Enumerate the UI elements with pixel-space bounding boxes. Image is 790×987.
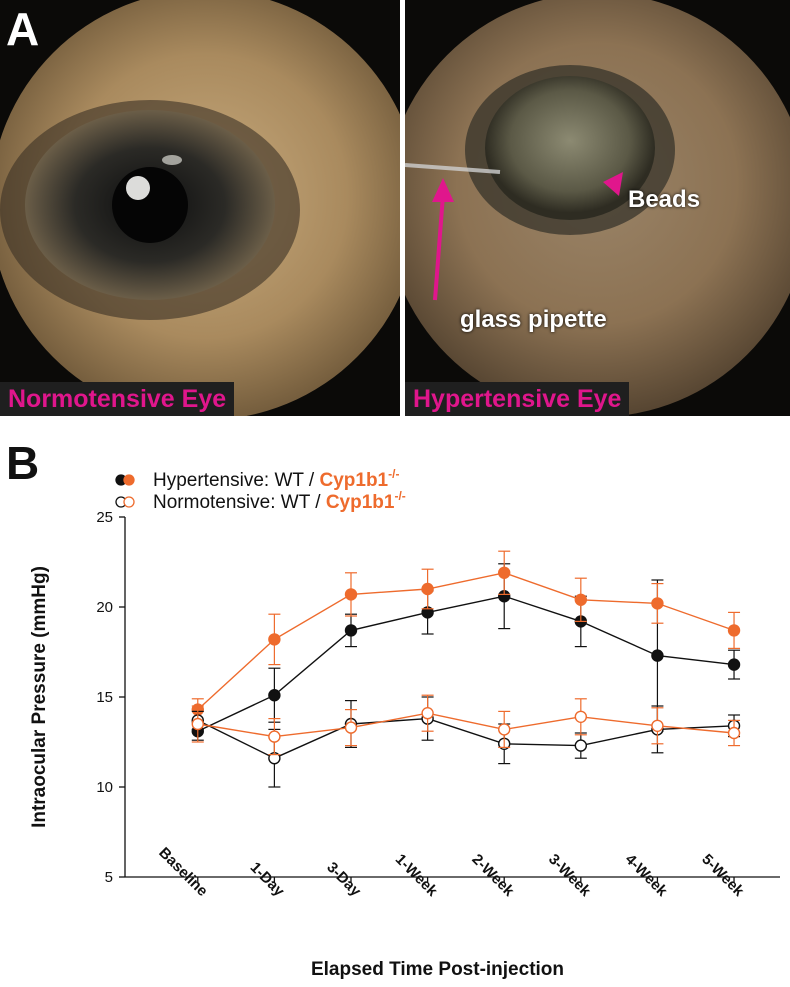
data-point [651, 597, 664, 610]
normotensive-eye-photo: A Normotensive Eye [0, 0, 400, 416]
data-point [651, 649, 664, 662]
series-line [197, 717, 735, 759]
data-point [421, 707, 434, 720]
x-axis-title: Elapsed Time Post-injection [311, 959, 564, 980]
x-tick-label: 1-Day [247, 859, 288, 900]
data-point [574, 710, 588, 723]
y-tick-label: 20 [96, 599, 113, 616]
legend: Hypertensive: WT / Cyp1b1-/-Normotensive… [115, 467, 406, 513]
data-point [191, 717, 204, 731]
data-point [727, 726, 741, 740]
data-point [727, 658, 741, 671]
data-point [344, 624, 358, 637]
data-point [344, 588, 358, 601]
series-line [197, 712, 735, 738]
data-point [651, 719, 664, 732]
x-tick-label: 3-Week [545, 851, 594, 900]
y-tick-label: 15 [96, 689, 113, 706]
data-point [498, 566, 511, 580]
hypertensive-eye-photo: Beads glass pipette Hypertensive Eye [405, 0, 790, 416]
x-tick-label: 5-Week [698, 851, 747, 900]
panel-b-letter: B [6, 437, 40, 489]
data-point [268, 730, 281, 743]
legend-marker-cyp1b1 [123, 474, 135, 486]
legend-marker-cyp1b1 [123, 496, 135, 508]
series-line [197, 572, 735, 711]
x-tick-label: 3-Day [323, 859, 364, 900]
legend-label: Hypertensive: WT / Cyp1b1-/- [153, 467, 399, 491]
series-normotensive-cyp1b1 [191, 694, 741, 756]
data-point [344, 721, 358, 734]
data-point [268, 689, 281, 702]
y-axis-title: Intraocular Pressure (mmHg) [29, 566, 50, 828]
iop-line-chart: Hypertensive: WT / Cyp1b1-/-Normotensive… [29, 467, 780, 980]
y-tick-label: 10 [96, 779, 113, 796]
y-tick-label: 25 [96, 509, 113, 526]
x-tick-label: 1-Week [392, 851, 441, 900]
data-point [727, 624, 741, 637]
x-tick-label: Baseline [155, 844, 211, 900]
data-point [421, 582, 434, 596]
series-layer [191, 550, 741, 788]
hypertensive-eye-label: Hypertensive Eye [405, 382, 630, 416]
legend-label: Normotensive: WT / Cyp1b1-/- [153, 489, 406, 513]
x-tick-label: 2-Week [468, 851, 517, 900]
data-point [268, 633, 281, 646]
beads-annotation: Beads [628, 186, 701, 213]
axis-labels: Elapsed Time Post-injection Intraocular P… [29, 566, 564, 980]
data-point [498, 723, 511, 736]
panel-a-letter: A [6, 3, 40, 55]
series-line [197, 595, 735, 732]
data-point [574, 593, 588, 607]
data-point [574, 739, 588, 752]
normotensive-eye-label: Normotensive Eye [0, 382, 235, 416]
series-hypertensive-cyp1b1 [191, 550, 741, 721]
x-tick-label: 4-Week [622, 851, 671, 900]
y-tick-label: 5 [105, 869, 113, 886]
glass-pipette-annotation: glass pipette [460, 306, 607, 333]
